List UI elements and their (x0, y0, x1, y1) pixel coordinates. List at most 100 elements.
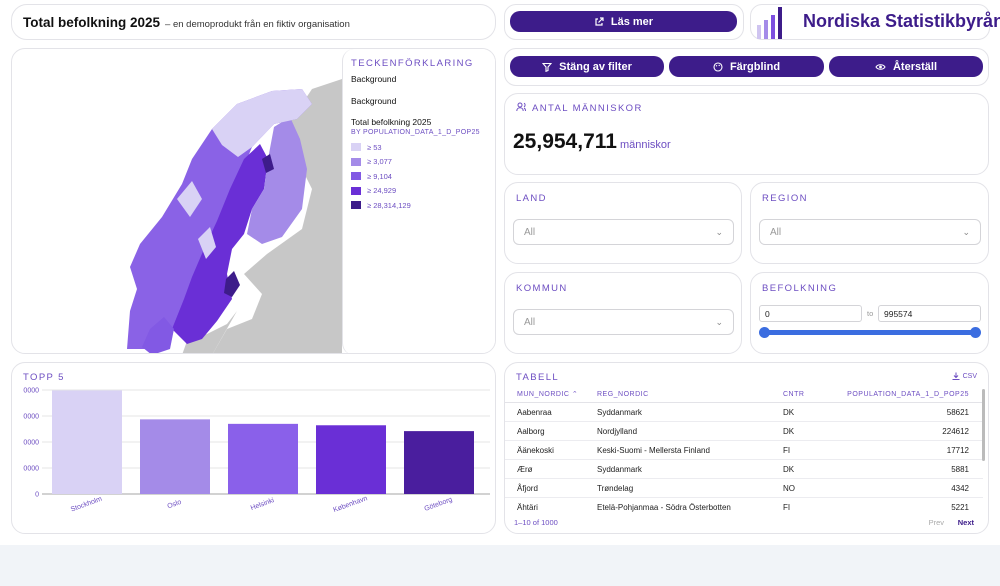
table-row[interactable]: Ærø Syddanmark DK 5881 (505, 459, 983, 479)
colorblind-label: Färgblind (729, 60, 781, 73)
y-tick-label: 0000 (23, 414, 39, 421)
table-scrollbar[interactable] (982, 389, 985, 461)
palette-icon (713, 61, 723, 72)
bar-københavn[interactable] (316, 425, 386, 494)
legend-item: ≥ 53 (351, 140, 489, 155)
legend-item: ≥ 9,104 (351, 169, 489, 184)
light-region-2 (198, 227, 216, 259)
range-slider-track[interactable] (764, 330, 976, 335)
x-tick-label: Stockholm (70, 496, 103, 514)
download-icon (952, 372, 960, 380)
table-row[interactable]: Åfjord Trøndelag NO 4342 (505, 478, 983, 498)
x-tick-label: København (332, 495, 368, 514)
min-input[interactable]: 0 (759, 305, 862, 322)
table-row[interactable]: Ähtäri Etelä-Pohjanmaa - Södra Österbotte… (505, 497, 983, 512)
kommun-label: KOMMUN (516, 283, 568, 294)
legend-swatch (351, 201, 361, 210)
land-label: LAND (516, 193, 547, 204)
legend-item-label: ≥ 28,314,129 (367, 200, 411, 210)
table-cell: Aalborg (505, 421, 585, 441)
data-table: MUN_NORDIC ⌃ REG_NORDIC CNTR POPULATION_… (505, 385, 983, 512)
kommun-value: All (524, 316, 536, 328)
reset-button[interactable]: Återställ (829, 56, 983, 77)
close-filter-button[interactable]: Stäng av filter (510, 56, 664, 77)
external-link-icon (595, 16, 604, 26)
region-select[interactable]: All ⌄ (759, 219, 981, 245)
max-input[interactable]: 995574 (878, 305, 981, 322)
land-select[interactable]: All ⌄ (513, 219, 734, 245)
top5-card: TOPP 5 0 0000 0000 0000 0000 Stockholm Oslo Hel… (11, 362, 496, 534)
y-tick-label: 0000 (23, 440, 39, 447)
table-cell: FI (771, 440, 821, 460)
kommun-filter-card: KOMMUN All ⌄ (504, 272, 742, 354)
table-cell: 5221 (821, 497, 983, 512)
bar-oslo[interactable] (140, 419, 210, 494)
table-cell: 58621 (821, 402, 983, 422)
table-cell: NO (771, 478, 821, 498)
land-value: All (524, 226, 536, 238)
legend-item: ≥ 3,077 (351, 155, 489, 170)
legend-item-label: ≥ 24,929 (367, 186, 397, 196)
legend-item-label: ≥ 3,077 (367, 157, 392, 167)
dark-region (224, 271, 240, 297)
finland-region (247, 117, 307, 244)
page-subtitle: – en demoprodukt från en fiktiv organisa… (165, 19, 350, 30)
column-header-pop[interactable]: POPULATION_DATA_1_D_POP25 (821, 385, 983, 403)
range-slider-max-handle[interactable] (970, 327, 981, 338)
befolkning-label: BEFOLKNING (762, 283, 838, 294)
table-cell: 4342 (821, 478, 983, 498)
region-label: REGION (762, 193, 808, 204)
bar-helsinki[interactable] (228, 423, 298, 494)
read-more-label: Läs mer (610, 15, 654, 28)
table-cell: Åfjord (505, 478, 585, 498)
range-to-label: to (867, 309, 874, 318)
befolkning-filter-card: BEFOLKNING 0 to 995574 (750, 272, 989, 354)
y-tick-label: 0000 (23, 388, 39, 395)
colorblind-button[interactable]: Färgblind (669, 56, 824, 77)
sort-up-icon: ⌃ (571, 391, 579, 398)
land-filter-card: LAND All ⌄ (504, 182, 742, 264)
page-title: Total befolkning 2025 (23, 15, 161, 30)
kpi-value-row: 25,954,711 människor (513, 130, 671, 154)
neighbor-land (213, 79, 342, 353)
close-filter-label: Stäng av filter (559, 60, 632, 73)
table-cell: Syddanmark (585, 459, 771, 479)
table-cell: Etelä-Pohjanmaa - Södra Österbotten (585, 497, 771, 512)
csv-label: CSV (962, 372, 977, 380)
table-cell: DK (771, 459, 821, 479)
prev-page-button[interactable]: Prev (928, 518, 944, 527)
x-tick-label: Helsinki (250, 497, 276, 512)
legend-layer-title: Total befolkning 2025 (351, 117, 432, 127)
table-cell: 17712 (821, 440, 983, 460)
column-header-mun[interactable]: MUN_NORDIC ⌃ (505, 385, 585, 403)
light-region (177, 181, 202, 217)
column-header-reg[interactable]: REG_NORDIC (585, 385, 771, 403)
csv-download-button[interactable]: CSV (952, 372, 977, 380)
table-row[interactable]: Aalborg Nordjylland DK 224612 (505, 421, 983, 441)
region-filter-card: REGION All ⌄ (750, 182, 989, 264)
legend-swatch (351, 172, 361, 181)
table-cell: Syddanmark (585, 402, 771, 422)
bar-stockholm[interactable] (52, 390, 122, 494)
table-scroll[interactable]: MUN_NORDIC ⌃ REG_NORDIC CNTR POPULATION_… (505, 385, 983, 512)
column-header-cntr[interactable]: CNTR (771, 385, 821, 403)
table-row[interactable]: Äänekoski Keski-Suomi - Mellersta Finland… (505, 440, 983, 460)
range-slider-min-handle[interactable] (759, 327, 770, 338)
kpi-label: ANTAL MÄNNISKOR (532, 103, 643, 114)
next-page-button[interactable]: Next (957, 518, 974, 527)
filter-icon (542, 62, 553, 72)
kpi-unit: människor (619, 139, 671, 151)
map-canvas[interactable] (12, 49, 342, 354)
legend-item-label: ≥ 53 (367, 142, 382, 152)
read-more-button[interactable]: Läs mer (510, 11, 737, 32)
top5-title: TOPP 5 (23, 372, 65, 383)
bar-göteborg[interactable] (404, 431, 474, 494)
table-row[interactable]: Aabenraa Syddanmark DK 58621 (505, 402, 983, 422)
kommun-select[interactable]: All ⌄ (513, 309, 734, 335)
people-icon (516, 102, 526, 112)
legend-background-1: Background (351, 74, 397, 84)
title-card: Total befolkning 2025 – en demoprodukt f… (11, 4, 496, 40)
legend-swatch (351, 157, 361, 166)
table-cell: DK (771, 402, 821, 422)
